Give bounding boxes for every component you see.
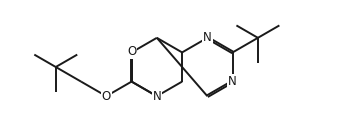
Text: O: O: [127, 45, 136, 58]
Text: N: N: [203, 31, 212, 44]
Text: N: N: [228, 75, 237, 88]
Text: O: O: [102, 90, 111, 103]
Text: N: N: [153, 90, 161, 103]
